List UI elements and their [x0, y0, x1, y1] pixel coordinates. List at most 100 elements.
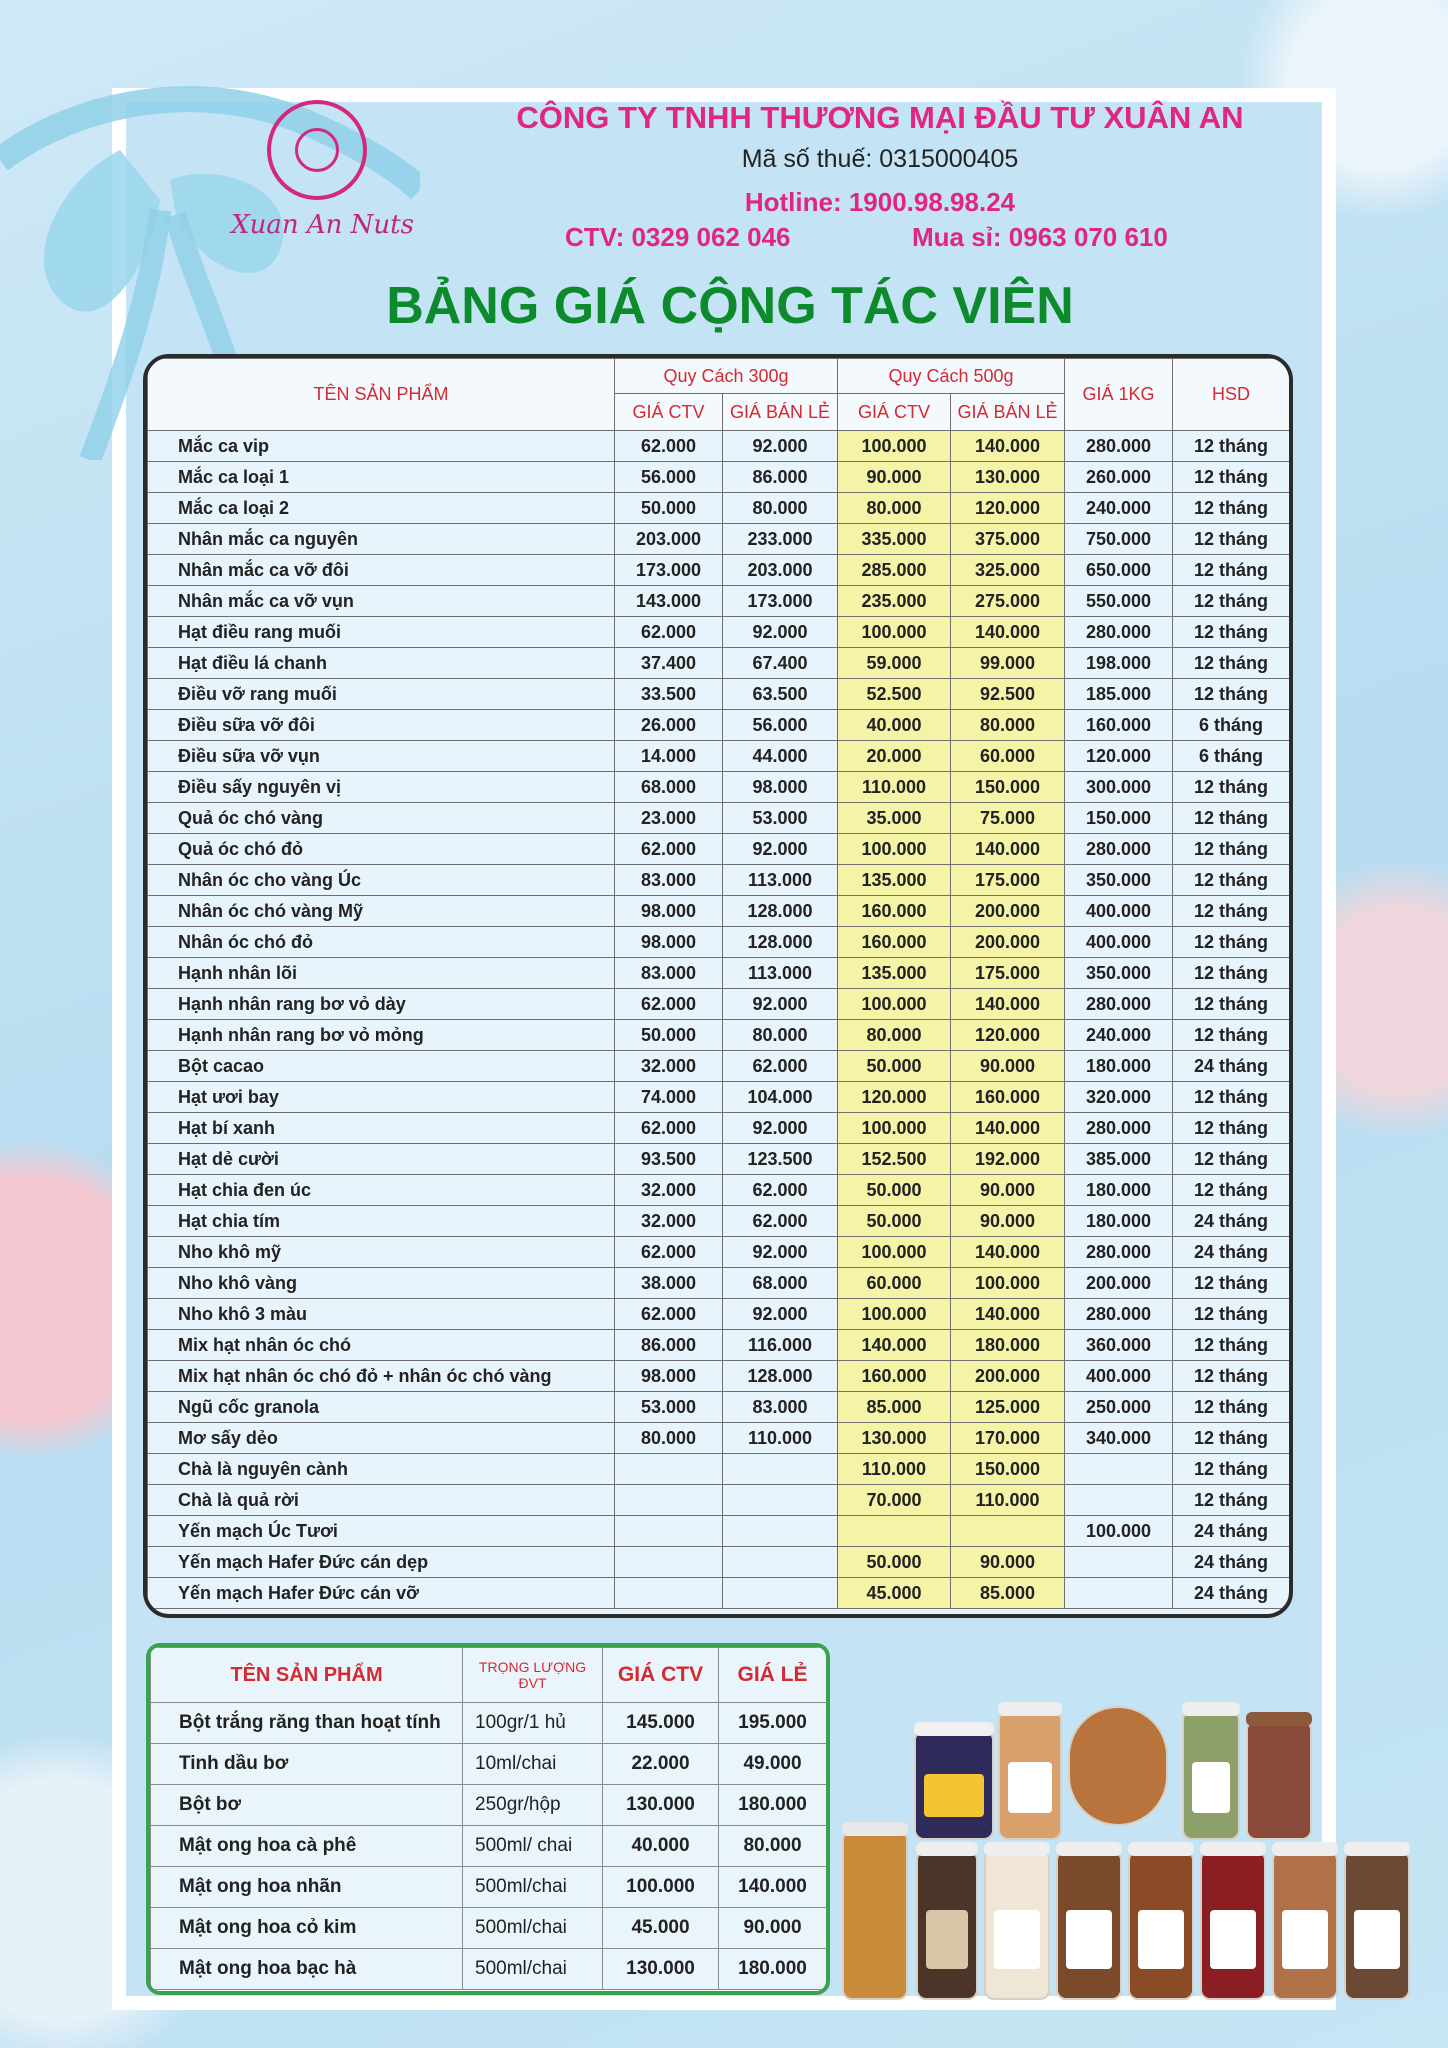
retail-300-cell: 104.000 [721, 1081, 839, 1113]
price-1kg-cell: 260.000 [1064, 461, 1174, 493]
price-1kg-cell: 180.000 [1064, 1205, 1174, 1237]
ctv-300-cell [614, 1546, 723, 1578]
ctv-500-header: GIÁ CTV [837, 393, 952, 431]
ctv-300-cell: 53.000 [614, 1391, 723, 1423]
table-row: Nho khô mỹ 62.000 92.000 100.000 140.000 280.… [147, 1236, 1289, 1268]
retail-300-cell: 92.000 [721, 833, 839, 865]
table-row: Hạt chia tím 32.000 62.000 50.000 90.000 180.… [147, 1205, 1289, 1237]
retail-300-cell: 92.000 [721, 1112, 839, 1144]
retail-500-cell: 125.000 [950, 1391, 1066, 1423]
ctv-500-cell: 50.000 [837, 1050, 952, 1082]
retail-300-cell: 92.000 [721, 616, 839, 648]
retail-500-cell [950, 1515, 1066, 1547]
accessory-unit-cell: 250gr/hộp [462, 1784, 603, 1826]
accessory-unit-cell: 500ml/chai [462, 1866, 603, 1908]
wholesale-phone: Mua sỉ: 0963 070 610 [912, 222, 1168, 252]
retail-500-cell: 170.000 [950, 1422, 1066, 1454]
table-row: Nhân óc chó vàng Mỹ 98.000 128.000 160.000 2… [147, 895, 1289, 927]
accessory-retail-cell: 80.000 [718, 1825, 826, 1867]
ctv-500-cell: 60.000 [837, 1267, 952, 1299]
accessory-unit-cell: 500ml/ chai [462, 1825, 603, 1867]
ctv-500-cell: 100.000 [837, 430, 952, 462]
retail-300-cell: 113.000 [721, 957, 839, 989]
ctv-500-cell: 85.000 [837, 1391, 952, 1423]
ctv-500-cell: 100.000 [837, 1298, 952, 1330]
retail-300-cell: 123.500 [721, 1143, 839, 1175]
price-1kg-cell: 400.000 [1064, 1360, 1174, 1392]
ctv-300-cell: 62.000 [614, 1112, 723, 1144]
retail-300-cell [721, 1577, 839, 1609]
price-1kg-cell: 280.000 [1064, 1112, 1174, 1144]
price-1kg-cell: 280.000 [1064, 616, 1174, 648]
accessory-retail-cell: 180.000 [718, 1948, 826, 1990]
ctv-500-cell: 80.000 [837, 1019, 952, 1051]
retail-500-cell: 90.000 [950, 1050, 1066, 1082]
hsd-cell: 6 tháng [1172, 740, 1289, 772]
product-name-cell: Nhân mắc ca nguyên [147, 523, 615, 555]
ctv-300-cell: 203.000 [614, 523, 723, 555]
ctv-500-cell: 70.000 [837, 1484, 952, 1516]
price-1kg-cell: 650.000 [1064, 554, 1174, 586]
table-row: Mật ong hoa bạc hà 500ml/chai 130.000 180.0… [150, 1948, 826, 1990]
retail-500-cell: 140.000 [950, 988, 1066, 1020]
price-1kg-cell: 300.000 [1064, 771, 1174, 803]
retail-300-cell [721, 1515, 839, 1547]
product-name-cell: Hạnh nhân lõi [147, 957, 615, 989]
retail-500-cell: 275.000 [950, 585, 1066, 617]
hsd-cell: 12 tháng [1172, 430, 1289, 462]
accessory-name-cell: Mật ong hoa nhãn [150, 1866, 463, 1908]
hsd-cell: 12 tháng [1172, 771, 1289, 803]
hotline: Hotline: 1900.98.98.24 [744, 187, 1016, 217]
accessory-unit-header: TRỌNG LƯỢNG ĐVT [462, 1647, 603, 1703]
ctv-500-cell: 160.000 [837, 1360, 952, 1392]
ctv-300-cell: 38.000 [614, 1267, 723, 1299]
ctv-300-cell: 62.000 [614, 430, 723, 462]
hsd-cell: 12 tháng [1172, 461, 1289, 493]
accessory-retail-cell: 90.000 [718, 1907, 826, 1949]
price-1kg-cell: 280.000 [1064, 988, 1174, 1020]
retail-300-cell: 128.000 [721, 926, 839, 958]
retail-300-cell: 83.000 [721, 1391, 839, 1423]
accessory-table-container: TÊN SẢN PHẨM TRỌNG LƯỢNG ĐVT GIÁ CTV GIÁ… [146, 1643, 830, 1995]
price-1kg-cell: 240.000 [1064, 1019, 1174, 1051]
retail-500-cell: 90.000 [950, 1205, 1066, 1237]
retail-300-cell: 44.000 [721, 740, 839, 772]
table-row: Yến mạch Hafer Đức cán dẹp 50.000 90.000 24… [147, 1546, 1289, 1578]
retail-300-header: GIÁ BÁN LẺ [721, 393, 839, 431]
retail-500-cell: 140.000 [950, 1236, 1066, 1268]
group-500g-header: Quy Cách 500g [837, 358, 1066, 394]
retail-300-cell: 128.000 [721, 1360, 839, 1392]
retail-300-cell: 92.000 [721, 1298, 839, 1330]
product-name-cell: Chà là quả rời [147, 1484, 615, 1516]
hsd-cell: 12 tháng [1172, 833, 1289, 865]
ctv-500-cell: 135.000 [837, 864, 952, 896]
company-name: CÔNG TY TNHH THƯƠNG MẠI ĐẦU TƯ XUÂN AN [516, 100, 1244, 135]
ctv-300-cell: 62.000 [614, 1298, 723, 1330]
ctv-500-cell: 35.000 [837, 802, 952, 834]
table-row: Hạt điều rang muối 62.000 92.000 100.000 140… [147, 616, 1289, 648]
ctv-300-cell: 14.000 [614, 740, 723, 772]
ctv-500-cell: 110.000 [837, 1453, 952, 1485]
table-row: Mắc ca vip 62.000 92.000 100.000 140.000 280.… [147, 430, 1289, 462]
ctv-300-cell: 23.000 [614, 802, 723, 834]
product-name-cell: Điều sấy nguyên vị [147, 771, 615, 803]
accessory-product-header: TÊN SẢN PHẨM [150, 1647, 463, 1703]
ctv-300-cell: 50.000 [614, 1019, 723, 1051]
retail-500-cell: 200.000 [950, 895, 1066, 927]
retail-300-cell [721, 1546, 839, 1578]
accessory-unit-cell: 10ml/chai [462, 1743, 603, 1785]
accessory-unit-cell: 100gr/1 hủ [462, 1702, 603, 1744]
price-1kg-cell: 360.000 [1064, 1329, 1174, 1361]
product-name-cell: Quả óc chó vàng [147, 802, 615, 834]
retail-300-cell: 63.500 [721, 678, 839, 710]
table-row: Mix hạt nhân óc chó 86.000 116.000 140.000 1… [147, 1329, 1289, 1361]
retail-300-cell: 116.000 [721, 1329, 839, 1361]
retail-500-cell: 175.000 [950, 957, 1066, 989]
table-row: Nhân mắc ca vỡ vụn 143.000 173.000 235.000 2… [147, 585, 1289, 617]
table-row: Mật ong hoa cỏ kim 500ml/chai 45.000 90.000 [150, 1907, 826, 1949]
hsd-cell: 12 tháng [1172, 492, 1289, 524]
ctv-500-cell: 100.000 [837, 988, 952, 1020]
ctv-300-cell: 143.000 [614, 585, 723, 617]
ctv-300-cell: 68.000 [614, 771, 723, 803]
accessory-retail-cell: 195.000 [718, 1702, 826, 1744]
